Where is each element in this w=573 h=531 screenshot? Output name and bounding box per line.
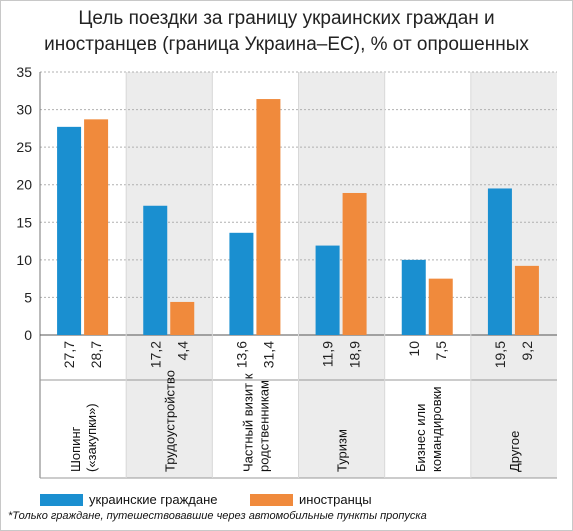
- chart-title: Цель поездки за границу украинских гражд…: [0, 6, 573, 58]
- legend-item-series1: украинские граждане: [40, 492, 218, 507]
- category-label: Частный визит кродственникам: [240, 373, 271, 472]
- data-label: 13,6: [233, 341, 249, 368]
- category-label-line: Другое: [507, 431, 522, 472]
- y-tick-label: 15: [16, 214, 32, 230]
- y-tick-label: 35: [16, 64, 32, 80]
- bar-series2: [256, 99, 281, 336]
- y-tick-label: 5: [24, 289, 32, 305]
- data-label: 17,2: [147, 341, 163, 368]
- legend-swatch-series2: [250, 493, 293, 506]
- bar-series1: [315, 245, 340, 335]
- category-label-line: («закупки»): [84, 403, 99, 472]
- category-label-line: командировки: [429, 386, 444, 472]
- category-band: [298, 72, 385, 478]
- category-band: [126, 72, 213, 478]
- chart-title-line1: Цель поездки за границу украинских гражд…: [78, 8, 495, 29]
- y-tick-label: 25: [16, 139, 32, 155]
- bar-series2: [170, 301, 195, 335]
- category-label-line: Шопинг: [68, 426, 83, 472]
- category-label-line: Трудоустройство: [162, 370, 177, 472]
- legend-swatch-series1: [40, 493, 83, 506]
- category-band: [470, 72, 557, 478]
- bar-series1: [143, 205, 168, 335]
- data-label: 11,9: [320, 341, 336, 367]
- category-label: Бизнес иликомандировки: [413, 386, 444, 472]
- y-tick-label: 10: [16, 252, 32, 268]
- category-label: Другое: [507, 431, 522, 472]
- bar-series1: [57, 126, 82, 336]
- category-label: Шопинг(«закупки»): [68, 403, 99, 472]
- bar-series2: [342, 192, 367, 335]
- data-label: 31,4: [260, 341, 276, 368]
- data-label: 7,5: [433, 341, 449, 361]
- data-label: 19,5: [492, 341, 508, 368]
- y-tick-label: 20: [16, 177, 32, 193]
- category-label-line: родственникам: [256, 380, 271, 472]
- category-label: Трудоустройство: [162, 370, 177, 472]
- y-tick-label: 30: [16, 102, 32, 118]
- bar-series1: [229, 232, 254, 335]
- category-label-line: Бизнес или: [413, 404, 428, 472]
- data-label: 28,7: [88, 341, 104, 368]
- category-label: Туризм: [335, 429, 350, 472]
- footnote: *Только граждане, путешествовавшие через…: [8, 510, 427, 522]
- bar-series1: [487, 188, 512, 335]
- data-label: 9,2: [519, 341, 535, 361]
- legend-label-series1: украинские граждане: [89, 492, 218, 507]
- bar-series2: [428, 278, 453, 335]
- bar-series2: [514, 265, 539, 335]
- category-label-line: Частный визит к: [240, 373, 255, 472]
- chart-title-line2: иностранцев (граница Украина–ЕС), % от о…: [44, 34, 529, 55]
- data-label: 4,4: [174, 341, 190, 361]
- data-label: 27,7: [61, 341, 77, 368]
- legend-item-series2: иностранцы: [250, 492, 372, 507]
- bar-series2: [84, 119, 109, 335]
- data-label: 10: [406, 341, 422, 357]
- legend-label-series2: иностранцы: [299, 492, 372, 507]
- category-label-line: Туризм: [335, 429, 350, 472]
- y-tick-label: 0: [24, 327, 32, 343]
- data-label: 18,9: [347, 341, 363, 368]
- bar-series1: [401, 259, 426, 335]
